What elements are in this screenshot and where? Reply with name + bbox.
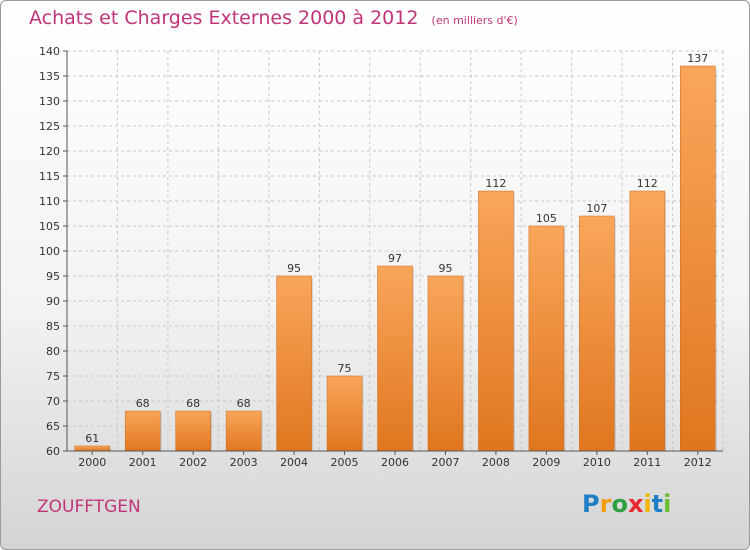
- bar-2004: [276, 275, 312, 452]
- logo-letter: o: [611, 490, 628, 518]
- bar-value-label: 68: [136, 397, 150, 410]
- y-tick-label: 85: [46, 320, 60, 333]
- proxiti-logo: Proxiti: [582, 490, 671, 518]
- chart-title-main: Achats et Charges Externes 2000 à 2012: [29, 7, 419, 29]
- x-tick-label: 2006: [381, 456, 409, 469]
- bar-2009: [528, 225, 565, 452]
- bar-value-label: 97: [388, 252, 402, 265]
- x-tick-label: 2011: [633, 456, 661, 469]
- bar-2003: [225, 410, 262, 452]
- logo-letter: i: [643, 490, 652, 518]
- logo-letter: r: [599, 490, 612, 518]
- bar-2005: [326, 375, 363, 452]
- y-tick-label: 100: [39, 245, 60, 258]
- bar-value-label: 137: [687, 52, 708, 65]
- axis-layer: 60 65 70 75 80 85 90 95 100 105 110 115 120 125 130 135…: [39, 45, 723, 469]
- x-tick-label: 2002: [179, 456, 207, 469]
- bar-value-label: 95: [438, 262, 452, 275]
- logo-letter: t: [651, 490, 664, 518]
- commune-name: ZOUFFTGEN: [37, 497, 141, 517]
- chart-title-unit: (en milliers d'€): [431, 14, 518, 27]
- y-tick-label: 65: [46, 420, 60, 433]
- bar-2001: [124, 410, 161, 452]
- y-tick-label: 140: [39, 45, 60, 58]
- y-tick-label: 75: [46, 370, 60, 383]
- y-tick-label: 60: [46, 445, 60, 458]
- logo-letter: i: [663, 490, 672, 518]
- x-tick-label: 2003: [230, 456, 258, 469]
- y-tick-label: 120: [39, 145, 60, 158]
- x-tick-label: 2000: [78, 456, 106, 469]
- x-tick-label: 2001: [129, 456, 157, 469]
- bar-value-label: 95: [287, 262, 301, 275]
- bar-2002: [175, 410, 211, 452]
- bar-value-label: 112: [637, 177, 658, 190]
- bar-2008: [478, 190, 514, 452]
- bar-value-label: 68: [237, 397, 251, 410]
- bar-value-label: 107: [586, 202, 607, 215]
- bar-value-label: 105: [536, 212, 557, 225]
- bar-2012: [680, 65, 716, 452]
- y-tick-label: 90: [46, 295, 60, 308]
- y-tick-label: 125: [39, 120, 60, 133]
- x-tick-label: 2009: [532, 456, 560, 469]
- logo-letter: x: [627, 490, 644, 518]
- bar-2010: [579, 215, 615, 452]
- bar-value-label: 68: [186, 397, 200, 410]
- bar-value-label: 75: [338, 362, 352, 375]
- x-tick-label: 2008: [482, 456, 510, 469]
- y-tick-label: 130: [39, 95, 60, 108]
- bar-2011: [629, 190, 666, 452]
- x-tick-label: 2004: [280, 456, 308, 469]
- y-tick-label: 105: [39, 220, 60, 233]
- x-tick-label: 2012: [684, 456, 712, 469]
- x-tick-label: 2010: [583, 456, 611, 469]
- x-tick-label: 2005: [331, 456, 359, 469]
- y-tick-label: 80: [46, 345, 60, 358]
- y-tick-label: 135: [39, 70, 60, 83]
- logo-letter: P: [582, 490, 600, 518]
- x-tick-label: 2007: [431, 456, 459, 469]
- chart-title: Achats et Charges Externes 2000 à 2012 (…: [29, 7, 518, 29]
- bar-2000: [74, 445, 110, 452]
- bar-2007: [427, 275, 464, 452]
- y-tick-label: 95: [46, 270, 60, 283]
- bar-layer: 61 68 68 68 95 75 97 95 112 105 107 112 137: [74, 52, 717, 452]
- y-tick-label: 110: [39, 195, 60, 208]
- y-tick-label: 115: [39, 170, 60, 183]
- y-tick-label: 70: [46, 395, 60, 408]
- bar-value-label: 112: [485, 177, 506, 190]
- bar-2006: [377, 265, 413, 452]
- bar-value-label: 61: [85, 432, 99, 445]
